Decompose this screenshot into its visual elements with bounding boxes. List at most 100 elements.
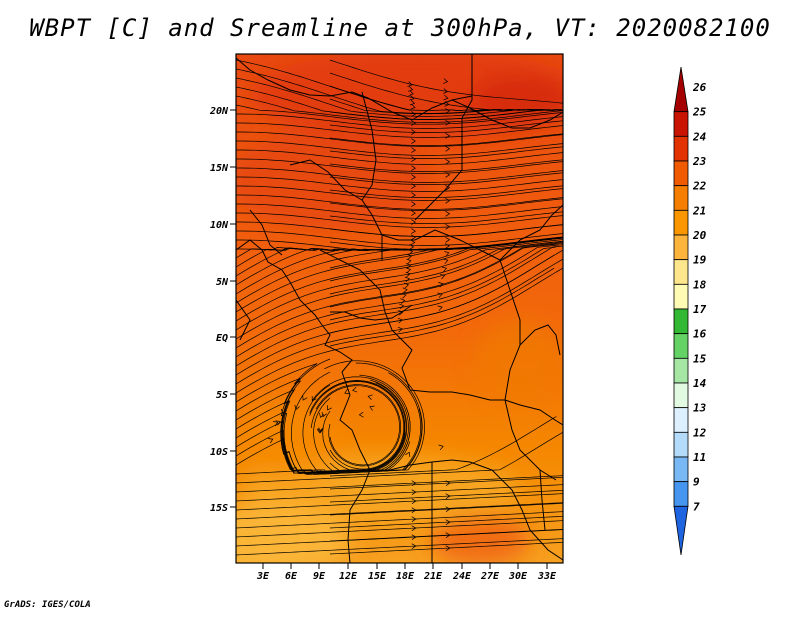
colorbar-label: 11 <box>693 451 706 464</box>
colorbar-segment <box>673 111 689 137</box>
colorbar-label: 7 <box>693 500 700 513</box>
colorbar-label: 17 <box>693 303 707 316</box>
streamline <box>236 431 563 484</box>
lat-label: 15S <box>210 503 228 514</box>
colorbar-label: 9 <box>693 476 700 489</box>
lon-label: 3E <box>256 571 270 582</box>
colorbar-segment <box>673 382 689 409</box>
streamline <box>236 185 563 201</box>
streamline-arrow <box>445 108 451 114</box>
streamline <box>329 239 563 282</box>
streamline-arrow <box>443 78 449 84</box>
streamline <box>329 159 563 172</box>
lat-label: 10N <box>210 220 229 231</box>
streamline-arrow <box>439 273 446 280</box>
streamline-arrow <box>294 404 300 411</box>
colorbar-label: 23 <box>692 155 707 168</box>
colorbar-label: 12 <box>693 426 707 439</box>
streamline-arrow <box>411 525 417 531</box>
streamline-arrow <box>445 545 451 551</box>
streamline <box>329 109 563 120</box>
streamline-arrow <box>311 396 317 402</box>
streamline-arrow <box>445 519 451 525</box>
colorbar-segment <box>673 308 689 335</box>
streamline <box>236 203 563 219</box>
colorbar-max-arrow <box>673 66 689 113</box>
streamline-arrow <box>398 310 404 316</box>
streamline-arrow <box>445 236 451 243</box>
colorbar-segment <box>673 283 689 310</box>
lon-label: 30E <box>508 571 528 582</box>
streamline-arrow <box>411 228 416 234</box>
lon-label: 9E <box>313 571 326 582</box>
grads-credit: GrADS: IGES/COLA <box>4 600 91 610</box>
lon-label: 33E <box>537 571 557 582</box>
streamline-arrow <box>268 438 274 444</box>
streamline-arrow <box>273 421 279 427</box>
streamline <box>313 382 407 472</box>
streamline-arrow <box>410 234 416 241</box>
streamline <box>236 140 563 156</box>
streamline-arrow <box>443 258 449 265</box>
longitude-axis: 3E 6E 9E 12E 15E 18E 21E 24E 27E 30E 33E <box>256 563 557 582</box>
streamline-arrow <box>445 171 451 178</box>
streamline <box>236 241 563 340</box>
colorbar: 26 25 24 23 22 21 20 19 18 17 16 15 14 13 12 11 9 7 <box>673 66 707 556</box>
streamline-arrow <box>411 138 416 144</box>
colorbar-segment <box>673 160 689 187</box>
lon-label: 27E <box>480 571 500 582</box>
streamline <box>236 242 563 349</box>
colorbar-segment <box>673 481 689 507</box>
streamline-arrow <box>409 244 415 250</box>
streamline-arrow <box>445 506 451 512</box>
streamline-arrow <box>411 147 416 153</box>
colorbar-label: 15 <box>693 352 707 365</box>
map-figure: 20N 15N 10N 5N EQ 5S 10S 15S 3E 6E 9E 12E 15E 18E 21E… <box>209 53 707 582</box>
streamline <box>236 149 563 165</box>
streamline-arrow <box>409 99 416 106</box>
streamline-arrow <box>443 94 449 101</box>
streamline-arrow <box>444 243 450 249</box>
colorbar-segment <box>673 431 689 458</box>
streamline-arrow <box>367 394 373 400</box>
streamline-arrow <box>411 201 416 207</box>
streamline-arrow <box>411 165 416 171</box>
streamline-arrow <box>411 489 417 495</box>
streamline-arrow <box>408 90 414 96</box>
streamline-arrow <box>443 88 449 94</box>
streamline <box>329 236 563 256</box>
streamline <box>329 146 563 159</box>
streamline-arrow <box>327 405 332 411</box>
lon-label: 18E <box>396 571 415 582</box>
colorbar-label: 13 <box>693 402 707 415</box>
streamline-arrow <box>411 120 416 126</box>
colorbar-label: 25 <box>692 106 707 119</box>
streamline-arrow <box>405 267 412 273</box>
colorbar-label: 16 <box>693 328 707 341</box>
streamline <box>329 246 556 321</box>
streamline <box>236 230 563 246</box>
streamline <box>329 254 555 334</box>
lon-label: 15E <box>368 571 387 582</box>
streamline <box>236 104 563 125</box>
streamline-arrow <box>397 326 403 333</box>
streamline-arrow <box>411 219 416 225</box>
streamline <box>329 243 560 308</box>
streamline <box>329 211 563 224</box>
streamline-arrow <box>445 119 451 126</box>
streamline-arrow <box>411 210 416 216</box>
streamline <box>236 194 563 210</box>
wbpt-field <box>236 54 563 563</box>
streamline-arrow <box>410 104 416 110</box>
streamline-arrow <box>344 389 350 395</box>
streamline <box>280 358 389 475</box>
lat-label: 10S <box>210 447 228 458</box>
streamline-arrow <box>411 516 417 522</box>
streamline <box>236 258 563 385</box>
streamline <box>236 167 563 183</box>
lat-label: 20N <box>209 106 229 117</box>
streamline-arrow <box>404 276 410 283</box>
streamline-arrow <box>275 420 281 426</box>
streamline-arrow <box>405 451 411 457</box>
streamline-arrow <box>406 258 412 265</box>
